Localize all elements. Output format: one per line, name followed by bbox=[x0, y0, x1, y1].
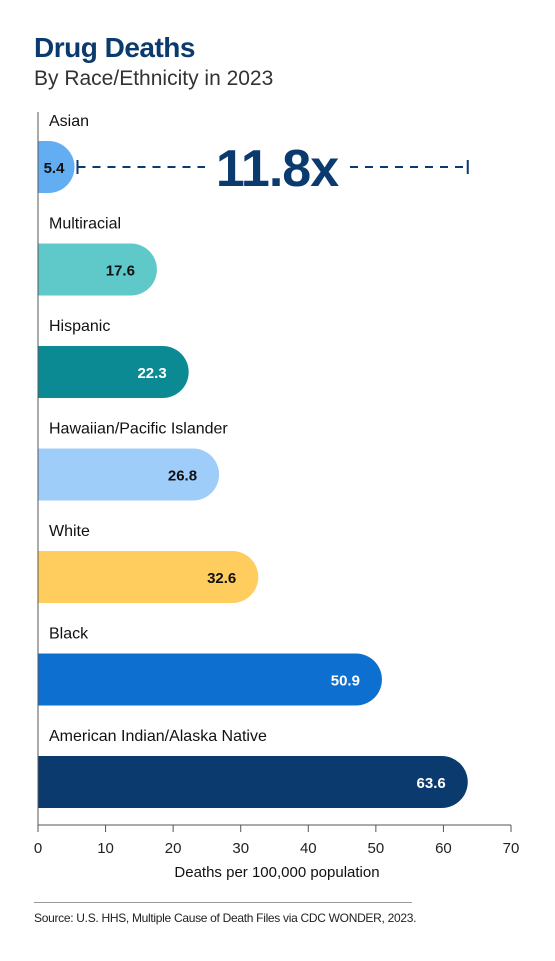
category-label: Black bbox=[49, 626, 89, 643]
multiplier-annotation: 11.8x bbox=[216, 140, 339, 198]
data-label: 5.4 bbox=[44, 160, 66, 177]
category-label: White bbox=[49, 523, 90, 540]
category-label: Hispanic bbox=[49, 318, 110, 335]
bar-chart: Asian 5.4 Multiracial 17.6 Hispanic 22.3 Hawai… bbox=[34, 112, 520, 881]
category-label: Hawaiian/Pacific Islander bbox=[49, 421, 228, 438]
x-tick-label: 30 bbox=[232, 840, 249, 857]
x-axis-label: Deaths per 100,000 population bbox=[174, 864, 379, 881]
chart-subtitle: By Race/Ethnicity in 2023 bbox=[34, 67, 274, 90]
x-tick-label: 40 bbox=[300, 840, 317, 857]
source-note: Source: U.S. HHS, Multiple Cause of Deat… bbox=[34, 911, 417, 925]
x-tick-label: 60 bbox=[435, 840, 452, 857]
x-tick-label: 20 bbox=[165, 840, 182, 857]
data-label: 22.3 bbox=[137, 365, 166, 382]
bar bbox=[38, 756, 468, 808]
category-label: Asian bbox=[49, 113, 89, 130]
data-label: 32.6 bbox=[207, 570, 236, 587]
bar bbox=[38, 653, 382, 706]
data-label: 63.6 bbox=[417, 775, 446, 792]
bar bbox=[38, 141, 75, 193]
data-label: 26.8 bbox=[168, 468, 197, 485]
category-label: American Indian/Alaska Native bbox=[49, 728, 267, 745]
category-label: Multiracial bbox=[49, 216, 121, 233]
bar bbox=[38, 551, 259, 603]
bar bbox=[38, 448, 220, 501]
chart-title: Drug Deaths bbox=[34, 32, 195, 63]
bar bbox=[38, 346, 189, 398]
x-tick-label: 0 bbox=[34, 840, 42, 857]
x-tick-label: 70 bbox=[503, 840, 520, 857]
data-label: 50.9 bbox=[331, 673, 360, 690]
data-label: 17.6 bbox=[106, 263, 135, 280]
source-divider bbox=[34, 902, 412, 903]
bar bbox=[38, 243, 157, 296]
x-tick-label: 10 bbox=[97, 840, 114, 857]
x-tick-label: 50 bbox=[368, 840, 385, 857]
